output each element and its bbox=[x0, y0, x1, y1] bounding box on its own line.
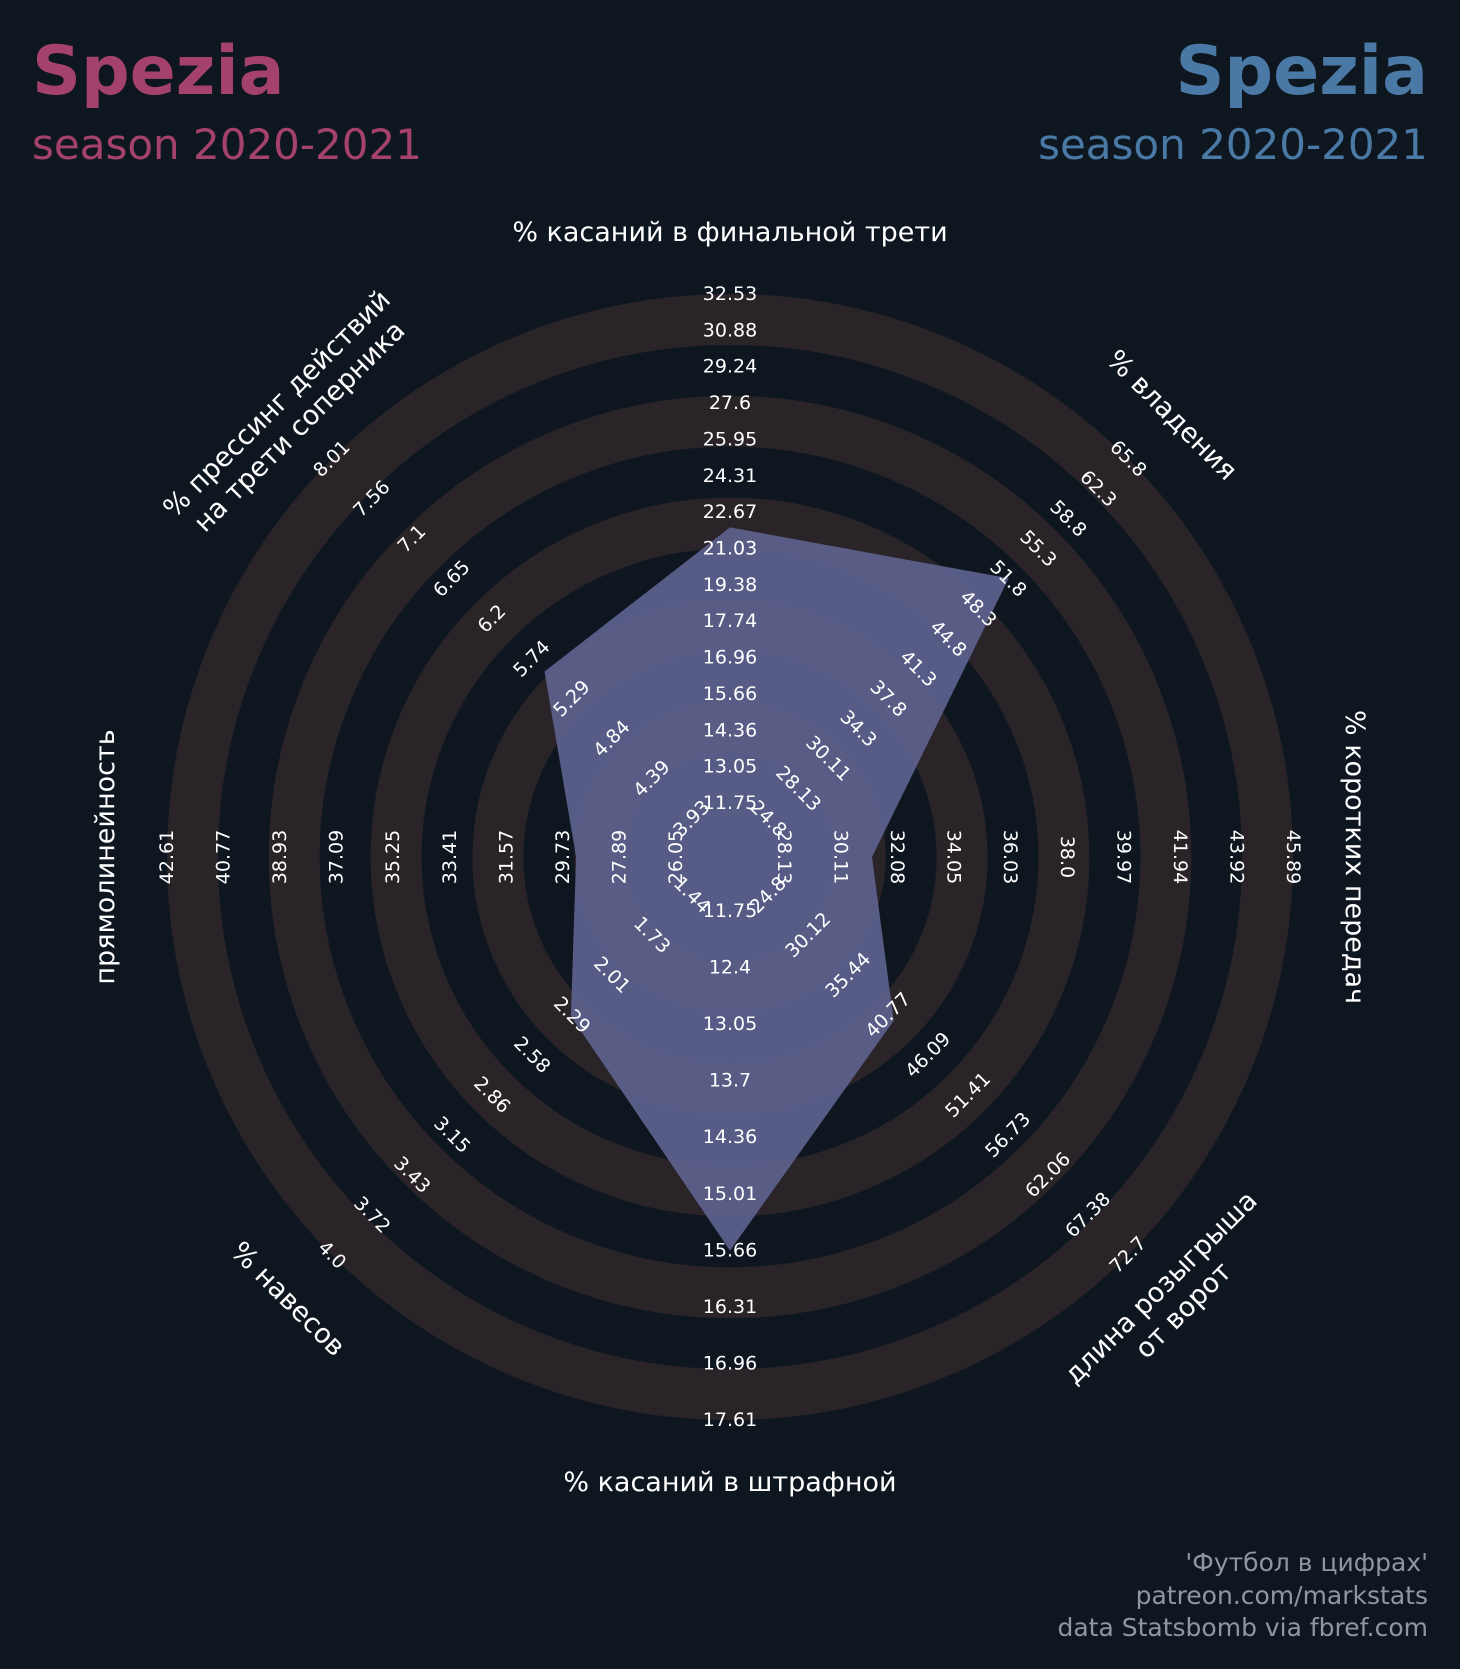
radar-tick-label: 28.13 bbox=[773, 830, 795, 884]
radar-tick-label: 38.93 bbox=[269, 830, 291, 884]
radar-tick-label: 15.01 bbox=[703, 1183, 757, 1205]
radar-tick-label: 12.4 bbox=[709, 957, 751, 979]
radar-tick-label: 29.73 bbox=[552, 830, 574, 884]
radar-axis-label: % касаний в финальной трети bbox=[512, 217, 947, 248]
radar-tick-label: 30.11 bbox=[830, 830, 852, 884]
credit-line-2: patreon.com/markstats bbox=[1135, 1580, 1428, 1610]
radar-tick-label: 22.67 bbox=[703, 501, 757, 523]
radar-tick-label: 13.05 bbox=[703, 1013, 757, 1035]
radar-ring-band bbox=[268, 395, 1192, 1319]
credits: 'Футбол в цифрах' patreon.com/markstats … bbox=[1057, 1547, 1428, 1645]
radar-area bbox=[544, 527, 1009, 1251]
credit-line-3: data Statsbomb via fbref.com bbox=[1057, 1613, 1428, 1642]
radar-tick-label: 16.96 bbox=[703, 647, 757, 669]
right-team-title: Spezia bbox=[1175, 32, 1428, 111]
credit-line-1: 'Футбол в цифрах' bbox=[1185, 1548, 1428, 1577]
radar-tick-label: 45.89 bbox=[1282, 830, 1304, 884]
radar-tick-label: 26.05 bbox=[665, 830, 687, 884]
radar-tick-label: 34.05 bbox=[943, 830, 965, 884]
radar-tick-label: 15.66 bbox=[703, 683, 757, 705]
radar-tick-label: 11.75 bbox=[703, 792, 757, 814]
radar-axis-label: % прессинг действийна трети соперника bbox=[157, 284, 419, 546]
radar-tick-label: 25.95 bbox=[703, 428, 757, 450]
right-season-subtitle: season 2020-2021 bbox=[1038, 120, 1428, 169]
radar-tick-label: 19.38 bbox=[703, 574, 757, 596]
radar-tick-label: 32.08 bbox=[886, 830, 908, 884]
radar-tick-label: 32.53 bbox=[703, 283, 757, 305]
radar-tick-label: 27.6 bbox=[709, 392, 751, 414]
radar-tick-label: 15.66 bbox=[703, 1239, 757, 1261]
radar-tick-label: 37.09 bbox=[326, 830, 348, 884]
left-team-title: Spezia bbox=[32, 32, 285, 111]
radar-tick-label: 16.31 bbox=[703, 1296, 757, 1318]
radar-tick-label: 35.25 bbox=[382, 830, 404, 884]
radar-tick-label: 33.41 bbox=[439, 830, 461, 884]
radar-axis-label: % касаний в штрафной bbox=[563, 1467, 896, 1498]
left-season-subtitle: season 2020-2021 bbox=[32, 120, 422, 169]
radar-tick-label: 38.0 bbox=[1056, 836, 1078, 878]
radar-tick-label: 39.97 bbox=[1112, 830, 1134, 884]
radar-tick-label: 27.89 bbox=[608, 830, 630, 884]
radar-tick-label: 14.36 bbox=[703, 1126, 757, 1148]
radar-tick-label: 13.05 bbox=[703, 756, 757, 778]
radar-tick-label: 21.03 bbox=[703, 538, 757, 560]
radar-tick-label: 2.58 bbox=[509, 1032, 554, 1077]
radar-tick-label: 13.7 bbox=[709, 1070, 751, 1092]
radar-tick-label: 24.31 bbox=[703, 465, 757, 487]
radar-tick-label: 42.61 bbox=[156, 830, 178, 884]
radar-tick-label: 30.88 bbox=[703, 319, 757, 341]
radar-tick-label: 17.74 bbox=[703, 610, 757, 632]
radar-axis-label: % коротких передач bbox=[1339, 710, 1370, 1004]
radar-tick-label: 43.92 bbox=[1225, 830, 1247, 884]
radar-tick-label: 16.96 bbox=[703, 1352, 757, 1374]
radar-tick-label: 11.75 bbox=[703, 900, 757, 922]
radar-tick-label: 31.57 bbox=[495, 830, 517, 884]
radar-tick-label: 29.24 bbox=[703, 356, 757, 378]
radar-axis-label: прямолинейность bbox=[90, 729, 121, 984]
radar-tick-label: 17.61 bbox=[703, 1409, 757, 1431]
radar-ring-band bbox=[167, 294, 1293, 1420]
radar-tick-label: 14.36 bbox=[703, 719, 757, 741]
radar-tick-label: 41.94 bbox=[1169, 830, 1191, 884]
radar-tick-label: 40.77 bbox=[213, 830, 235, 884]
radar-tick-label: 36.03 bbox=[999, 830, 1021, 884]
